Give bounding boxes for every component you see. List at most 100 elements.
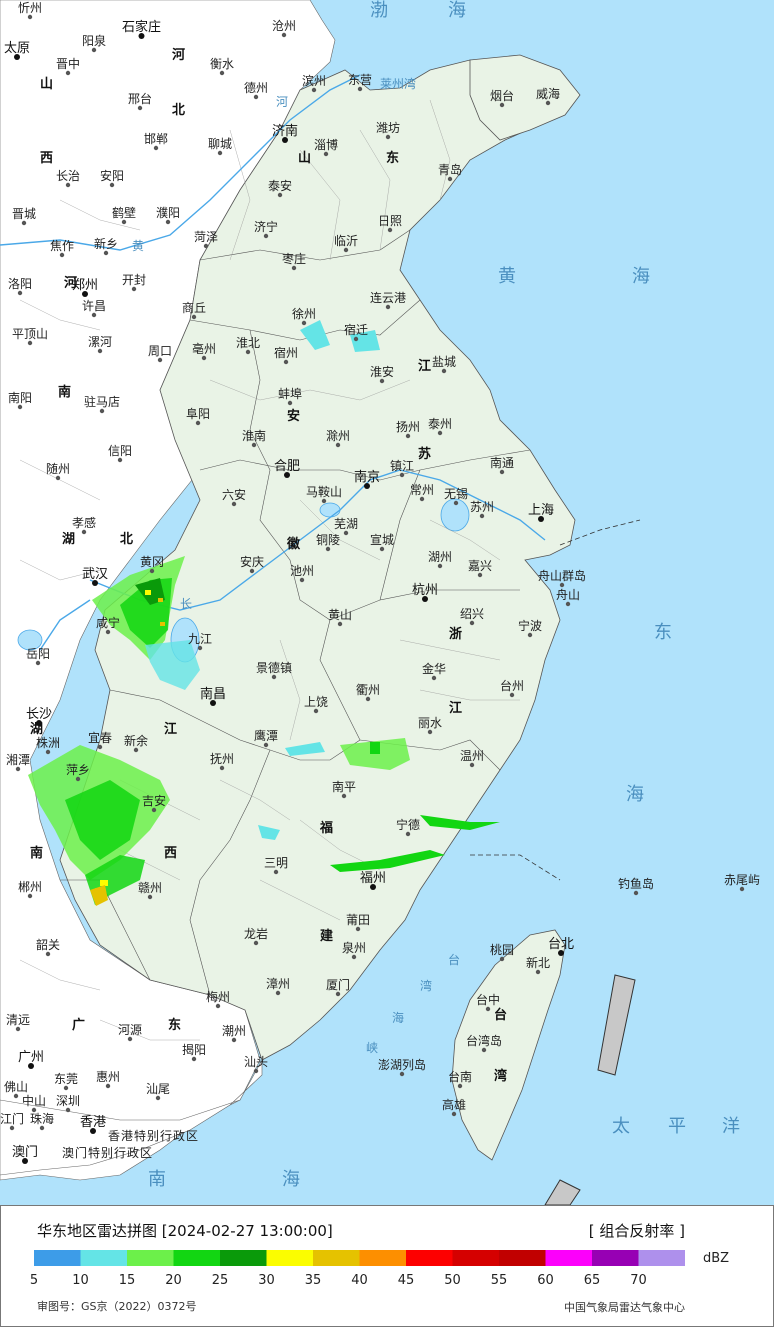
city-taizhong: 台中: [476, 992, 500, 1007]
city-marker-wenzhou: [469, 762, 475, 768]
city-marker-wuhu: [343, 530, 349, 536]
city-jieyang: 揭阳: [182, 1042, 206, 1057]
city-marker-chuzhou: [335, 442, 341, 448]
shandong-peninsula: [469, 54, 581, 141]
product-name: [ 组合反射率 ]: [588, 1222, 685, 1240]
city-zaozhuang: 枣庄: [282, 251, 306, 266]
city-heze: 菏泽: [194, 230, 218, 244]
city-marker-yangzhou: [405, 433, 411, 439]
south-coast: [0, 1059, 263, 1176]
city-jincheng: 晋城: [12, 207, 36, 221]
city-marker-lishui: [427, 729, 433, 735]
city-handan: 邯郸: [144, 131, 168, 146]
scale-swatch-25: [220, 1250, 267, 1266]
province-shandong-1: 山: [298, 150, 311, 166]
city-marker-zhuzhou: [45, 749, 51, 755]
city-rizhao: 日照: [378, 214, 402, 228]
province-fujian-1: 福: [319, 820, 333, 836]
city-marker-chaozhou: [231, 1037, 237, 1043]
city-marker-xianning: [105, 629, 111, 635]
province-hunan-2: 南: [30, 845, 43, 861]
city-ningbo: 宁波: [518, 618, 542, 633]
city-marker-huaian: [379, 378, 385, 384]
city-shaoxing: 绍兴: [460, 607, 484, 621]
city-wuxi: 无锡: [444, 486, 468, 501]
province-guangdong-1: 广: [72, 1017, 85, 1033]
capital-aomen: 澳门: [12, 1144, 38, 1160]
scale-swatch-15: [127, 1250, 174, 1266]
city-marker-zhoushan: [565, 601, 571, 607]
scale-tick-35: 35: [305, 1273, 322, 1288]
city-huangshan: 黄山: [328, 608, 352, 622]
map-svg: 山东江苏安徽浙江江西福建台湾河北山西河南湖 北湖南广 东渤 海莱州湾黄 海东海南 海太平洋…: [0, 0, 774, 1205]
city-yingtan: 鹰潭: [254, 728, 278, 743]
capital-guangzhou: 广州: [18, 1050, 44, 1065]
city-nanyang: 南阳: [8, 390, 32, 405]
city-marker-yantai: [499, 102, 505, 108]
capital-marker-guangzhou: [28, 1063, 35, 1069]
city-xinyang: 信阳: [108, 444, 132, 458]
city-marker-handan: [153, 145, 159, 151]
unit-label: dBZ: [703, 1251, 730, 1266]
city-marker-jingdezhen: [271, 674, 277, 680]
city-shenzhen: 深圳: [56, 1094, 80, 1108]
province-shandong-2: 东: [386, 150, 399, 166]
city-marker-taian: [277, 192, 283, 198]
city-marker-huainan: [251, 442, 257, 448]
city-marker-taoyuan: [499, 956, 505, 962]
scale-tick-40: 40: [351, 1273, 368, 1288]
city-marker-jinzhong: [65, 70, 71, 76]
organization-name: 中国气象局雷达气象中心: [564, 1301, 685, 1314]
city-marker-suqian: [353, 336, 359, 342]
capital-hefei: 合肥: [274, 459, 300, 474]
capital-marker-zhengzhou: [82, 291, 89, 297]
city-marker-gaoxiong: [451, 1111, 457, 1117]
scale-swatch-70: [638, 1250, 685, 1266]
city-marker-qingyuan: [15, 1026, 21, 1032]
province-hubei-2: 北: [120, 532, 133, 547]
city-marker-heyuan: [127, 1036, 133, 1042]
city-jiaozuo: 焦作: [50, 239, 74, 253]
capital-shijiazhuang: 石家庄: [122, 19, 161, 35]
city-marker-jiangmen: [9, 1125, 15, 1131]
city-marker-fuyang: [195, 420, 201, 426]
city-huzhou: 湖州: [428, 549, 452, 564]
city-marker-ningde: [405, 831, 411, 837]
city-marker-yangquan: [91, 47, 97, 53]
city-zhuhai: 珠海: [30, 1111, 54, 1126]
city-dezhou: 德州: [244, 80, 268, 95]
city-marker-suzhou-js: [479, 513, 485, 519]
city-putian: 莆田: [346, 913, 370, 927]
city-marker-jieyang: [191, 1056, 197, 1062]
city-marker-jian: [151, 807, 157, 813]
capital-wuhan: 武汉: [82, 567, 108, 582]
city-marker-bozhou: [201, 355, 207, 361]
city-shangrao: 上饶: [304, 695, 328, 709]
legend-panel: 华东地区雷达拼图 [2024-02-27 13:00:00] [ 组合反射率 ]…: [0, 1205, 774, 1327]
city-yueyang: 岳阳: [26, 647, 50, 661]
city-marker-rizhao: [387, 227, 393, 233]
city-marker-nanping: [341, 793, 347, 799]
sea-laizhou: 莱州湾: [380, 76, 416, 91]
chaohu-lake: [319, 502, 341, 518]
city-hengshui: 衡水: [210, 57, 234, 71]
city-marker-chiwei: [739, 886, 745, 892]
capital-marker-shanghai: [538, 516, 545, 522]
dongting-lake: [17, 629, 43, 651]
city-marker-chizhou: [299, 577, 305, 583]
city-marker-heze: [203, 243, 209, 249]
city-marker-meizhou: [215, 1003, 221, 1009]
scale-swatch-20: [173, 1250, 220, 1266]
city-marker-huangshan: [337, 621, 343, 627]
city-tongling: 铜陵: [316, 532, 340, 547]
city-marker-nanyang: [17, 404, 23, 410]
city-marker-xinyang: [117, 457, 123, 463]
capital-marker-taiyuan: [14, 54, 21, 60]
city-marker-maanshan: [321, 498, 327, 504]
city-marker-binzhou: [311, 87, 317, 93]
review-number: 审图号：GS京（2022）0372号: [37, 1300, 197, 1313]
scale-swatch-60: [545, 1250, 592, 1266]
city-marker-sanming: [273, 869, 279, 875]
city-marker-huanggang: [149, 568, 155, 574]
scale-tick-55: 55: [491, 1273, 508, 1288]
